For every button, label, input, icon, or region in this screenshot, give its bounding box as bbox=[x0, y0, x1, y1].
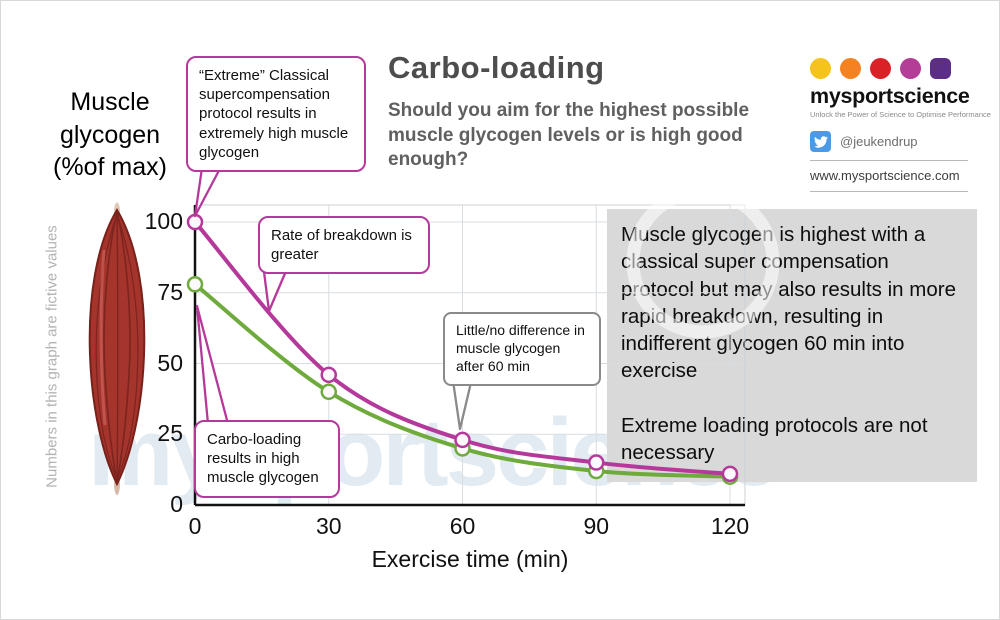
x-tick-label: 0 bbox=[188, 513, 202, 539]
brand-website: www.mysportscience.com bbox=[810, 168, 960, 183]
summary-paragraph-2: Extreme loading protocols are not necess… bbox=[621, 413, 928, 464]
y-tick-label: 100 bbox=[144, 208, 183, 234]
brand-dot bbox=[810, 58, 831, 79]
brand-dot bbox=[840, 58, 861, 79]
callout-little-difference: Little/no difference in muscle glycogen … bbox=[443, 312, 601, 386]
twitter-row: @jeukendrup bbox=[810, 131, 968, 152]
x-tick-label: 30 bbox=[315, 513, 342, 539]
twitter-handle: @jeukendrup bbox=[840, 134, 918, 149]
data-point bbox=[320, 366, 337, 384]
data-point bbox=[186, 213, 204, 231]
data-point bbox=[320, 383, 337, 401]
x-tick-label: 60 bbox=[449, 513, 476, 539]
divider bbox=[810, 160, 968, 161]
y-tick-label: 50 bbox=[157, 349, 183, 376]
callout-extreme-protocol: “Extreme” Classical supercompensation pr… bbox=[186, 56, 366, 172]
fictive-values-note: Numbers in this graph are fictive values bbox=[43, 225, 61, 488]
x-axis-title: Exercise time (min) bbox=[371, 546, 569, 572]
header: Carbo-loading Should you aim for the hig… bbox=[388, 50, 798, 173]
page-subtitle: Should you aim for the highest possible … bbox=[388, 100, 750, 171]
brand-tagline: Unlock the Power of Science to Optimise … bbox=[810, 110, 991, 119]
muscle-illustration-icon bbox=[88, 202, 146, 495]
brand-block: mysportscience Unlock the Power of Scien… bbox=[810, 58, 991, 192]
y-tick-label: 25 bbox=[157, 420, 183, 447]
twitter-icon bbox=[810, 131, 831, 152]
x-tick-label: 120 bbox=[710, 513, 750, 539]
y-tick-label: 0 bbox=[170, 491, 183, 517]
brand-dot bbox=[870, 58, 891, 79]
summary-paragraph-1: Muscle glycogen is highest with a classi… bbox=[621, 223, 956, 383]
page-title: Carbo-loading bbox=[388, 50, 605, 85]
brand-name: mysportscience bbox=[810, 84, 970, 108]
callout-rate-of-breakdown: Rate of breakdown is greater bbox=[258, 216, 430, 275]
y-tick-label: 75 bbox=[157, 278, 183, 305]
x-tick-label: 90 bbox=[583, 513, 610, 539]
brand-dot bbox=[930, 58, 951, 79]
brand-logo-dots bbox=[810, 58, 968, 79]
y-axis-title: Muscle glycogen (%of max) bbox=[53, 88, 167, 181]
summary-box: Muscle glycogen is highest with a classi… bbox=[607, 209, 977, 482]
callout-carbo-loading: Carbo-loading results in high muscle gly… bbox=[194, 420, 340, 498]
brand-dot bbox=[900, 58, 921, 79]
divider bbox=[810, 191, 968, 192]
data-point bbox=[186, 276, 204, 293]
